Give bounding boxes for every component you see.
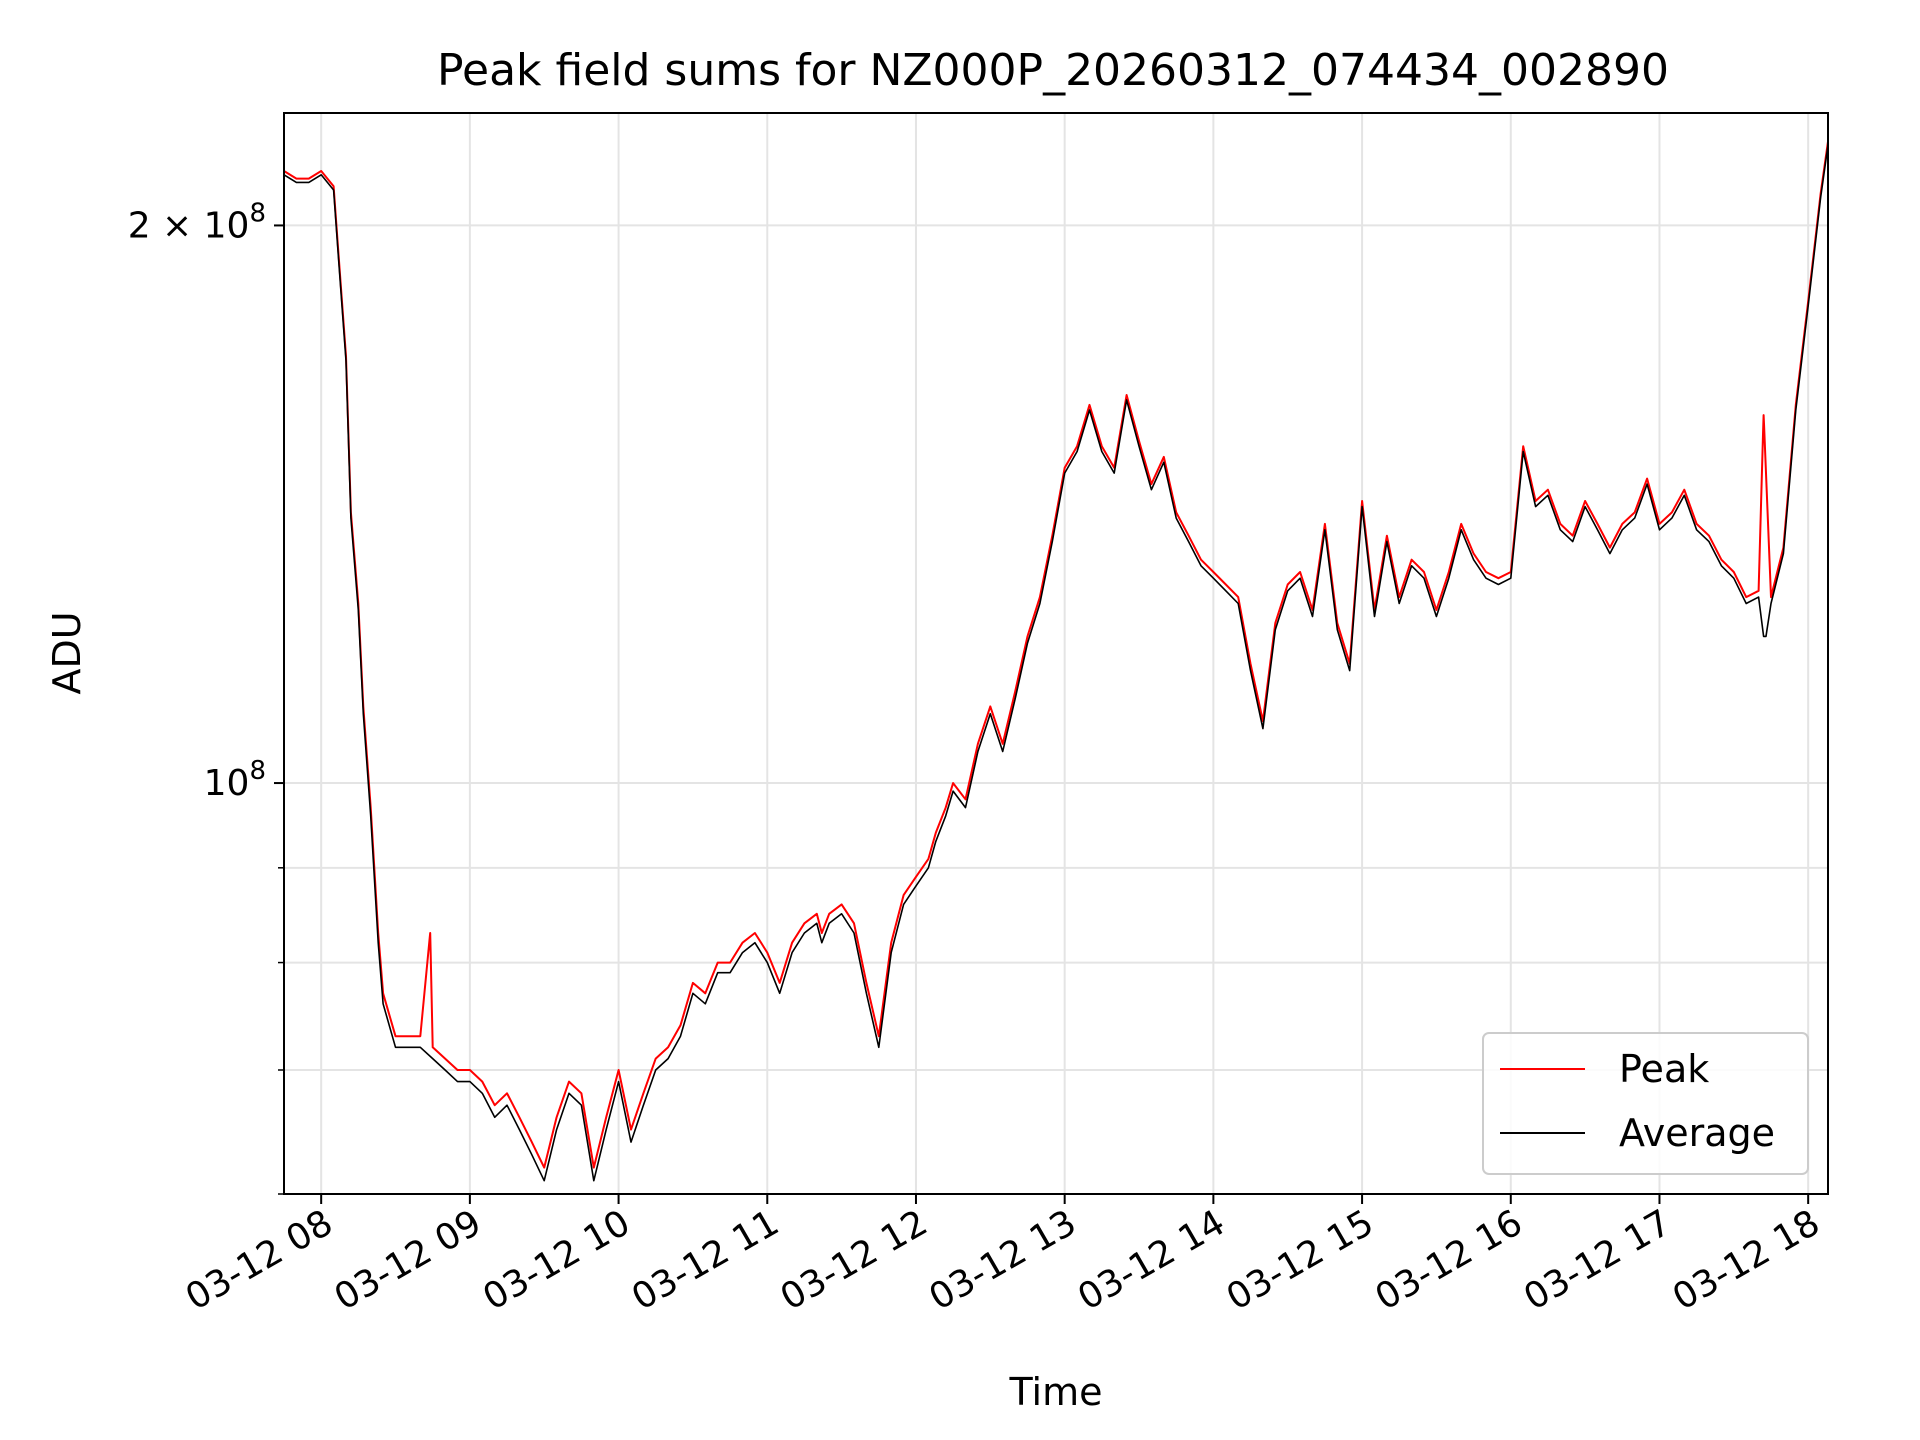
series-layer: [283, 141, 1829, 1182]
x-axis-label: Time: [1009, 1370, 1103, 1414]
chart-title: Peak field sums for NZ000P_20260312_0744…: [437, 45, 1669, 96]
y-axis-label: ADU: [45, 611, 89, 694]
series-line-average: [283, 144, 1829, 1182]
y-tick-label: 108: [204, 756, 266, 804]
legend: Peak Average: [1482, 1032, 1809, 1175]
plot-frame: [283, 112, 1829, 1195]
y-tick-label: 2 × 108: [128, 198, 266, 246]
legend-label-peak: Peak: [1619, 1047, 1709, 1091]
legend-label-average: Average: [1619, 1111, 1775, 1155]
series-line-peak: [283, 141, 1829, 1169]
grid: [284, 113, 1828, 1195]
y-axis-ticks: 2 × 108 108: [128, 198, 284, 1195]
